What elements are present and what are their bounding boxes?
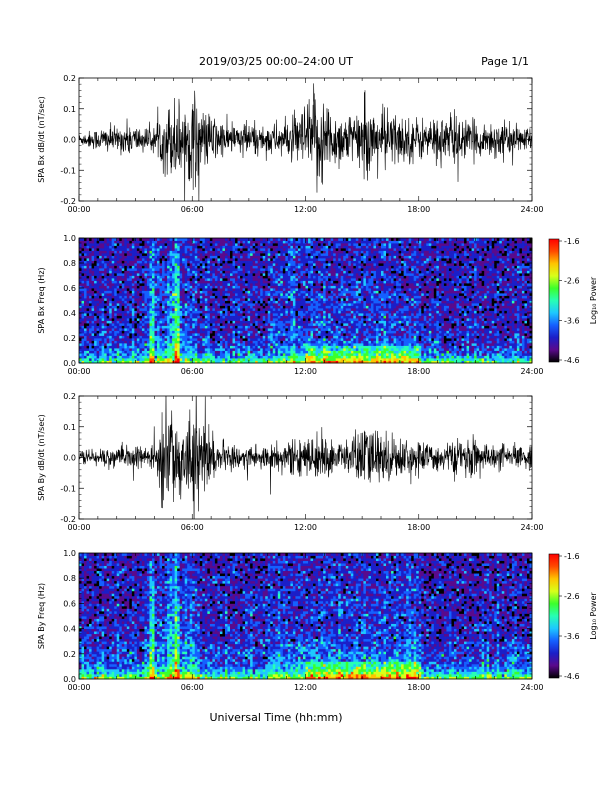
x-tick-label: 24:00: [520, 683, 543, 692]
y-tick-label: -0.2: [60, 197, 76, 206]
colorbar-tick-label: -1.6: [564, 552, 580, 561]
colorbar-tick-label: -2.6: [564, 592, 580, 601]
y-tick-label: -0.1: [60, 166, 76, 175]
x-tick-label: 12:00: [294, 205, 317, 214]
y-tick-label: 0.0: [63, 359, 76, 368]
y-tick-label: 0.2: [63, 650, 76, 659]
y-tick-label: 0.8: [63, 574, 76, 583]
x-tick-label: 24:00: [520, 205, 543, 214]
dbdt-trace: [79, 83, 532, 201]
x-tick-label: 12:00: [294, 523, 317, 532]
colorbar: [548, 553, 560, 679]
y-tick-label: 0.1: [63, 105, 76, 114]
colorbar-tick-label: -4.6: [564, 356, 580, 365]
colorbar-tick-label: -1.6: [564, 237, 580, 246]
x-axis-label: Universal Time (hh:mm): [210, 711, 343, 724]
y-tick-label: 0.2: [63, 74, 76, 83]
y-tick-label: 0.6: [63, 599, 76, 608]
x-tick-label: 06:00: [181, 367, 204, 376]
x-tick-label: 24:00: [520, 367, 543, 376]
colorbar-tick-label: -3.6: [564, 632, 580, 641]
x-tick-label: 06:00: [181, 683, 204, 692]
x-tick-label: 06:00: [181, 523, 204, 532]
y-tick-label: 0.4: [63, 625, 76, 634]
bx-dbdt-panel: 0.2 0.1 0.0 -0.1 -0.200:00 06:00 12:00 18:00 24:…: [37, 74, 544, 214]
x-tick-label: 00:00: [67, 683, 90, 692]
y-tick-label: 0.0: [63, 454, 76, 463]
y-tick-label: 1.0: [63, 549, 76, 558]
y-tick-label: 0.4: [63, 309, 76, 318]
y-tick-label: 0.8: [63, 259, 76, 268]
x-tick-label: 18:00: [407, 205, 430, 214]
y-tick-label: -0.2: [60, 515, 76, 524]
x-tick-label: 00:00: [67, 205, 90, 214]
x-tick-label: 00:00: [67, 367, 90, 376]
spectrogram: [79, 238, 533, 364]
colorbar-tick-label: -2.6: [564, 277, 580, 286]
y-tick-label: 0.2: [63, 334, 76, 343]
colorbar-tick-label: -3.6: [564, 316, 580, 325]
x-tick-label: 12:00: [294, 683, 317, 692]
x-tick-label: 18:00: [407, 683, 430, 692]
y-tick-label: -0.1: [60, 484, 76, 493]
y-axis-label: SPA By dB/dt (nT/sec): [37, 414, 46, 501]
x-tick-label: 18:00: [407, 367, 430, 376]
figure-title: 2019/03/25 00:00–24:00 UT: [199, 55, 353, 68]
x-tick-label: 24:00: [520, 523, 543, 532]
colorbar-label: Log₁₀ Power: [589, 592, 598, 640]
dbdt-trace: [79, 396, 532, 519]
y-tick-label: 0.0: [63, 136, 76, 145]
x-tick-label: 00:00: [67, 523, 90, 532]
spectrogram: [79, 553, 533, 680]
colorbar: [548, 238, 560, 363]
by-dbdt-panel: 0.2 0.1 0.0 -0.1 -0.200:00 06:00 12:00 18:00 24:…: [37, 392, 544, 532]
colorbar-tick-label: -4.6: [564, 672, 580, 681]
y-tick-label: 0.1: [63, 423, 76, 432]
x-tick-label: 18:00: [407, 523, 430, 532]
by-spectrogram-panel: -1.6 -2.6 -3.6 -4.6 Log₁₀ Power 1.0 0.8 0.6 0.4 0…: [37, 549, 598, 692]
y-axis-label: SPA Bx Freq (Hz): [37, 267, 46, 333]
y-tick-label: 1.0: [63, 234, 76, 243]
y-tick-label: 0.0: [63, 675, 76, 684]
y-tick-label: 0.2: [63, 392, 76, 401]
x-tick-label: 06:00: [181, 205, 204, 214]
y-tick-label: 0.6: [63, 284, 76, 293]
x-tick-label: 12:00: [294, 367, 317, 376]
bx-spectrogram-panel: -1.6 -2.6 -3.6 -4.6 Log₁₀ Power 1.0 0.8 0.6 0.4 0…: [37, 234, 598, 376]
colorbar-label: Log₁₀ Power: [589, 276, 598, 324]
y-axis-label: SPA Bx dB/dt (nT/sec): [37, 96, 46, 183]
y-axis-label: SPA By Freq (Hz): [37, 583, 46, 649]
page-number: Page 1/1: [481, 55, 529, 68]
